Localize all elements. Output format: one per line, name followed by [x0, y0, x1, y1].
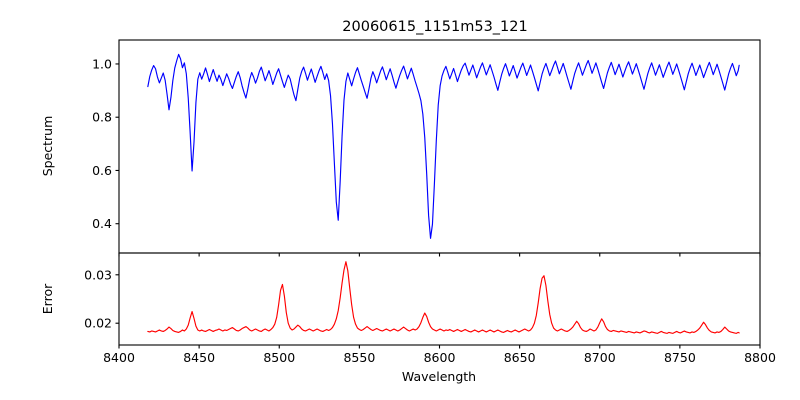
y-tick-label: 0.03	[84, 267, 112, 282]
x-tick-label: 8650	[504, 350, 536, 365]
error-x-ticks: 8400 8450 8500 8550 8600 8650 8700 8750 8800	[103, 345, 776, 365]
x-tick-label: 8750	[664, 350, 696, 365]
y-tick-label: 0.4	[92, 216, 112, 231]
spectrum-y-ticks: 0.4 0.6 0.8 1.0	[92, 56, 119, 231]
x-tick-label: 8550	[343, 350, 375, 365]
spectrum-y-axis-label: Spectrum	[40, 116, 55, 177]
x-tick-label: 8600	[424, 350, 456, 365]
x-tick-label: 8800	[744, 350, 776, 365]
error-panel: 0.02 0.03 8400 8450 8500 8550 8600 8650 8700 875…	[40, 252, 776, 384]
error-y-ticks: 0.02 0.03	[84, 267, 119, 331]
y-tick-label: 0.02	[84, 316, 112, 331]
y-tick-label: 0.6	[92, 163, 112, 178]
x-tick-label: 8450	[183, 350, 215, 365]
error-y-axis-label: Error	[40, 283, 55, 314]
y-tick-label: 0.8	[92, 110, 112, 125]
x-tick-label: 8400	[103, 350, 135, 365]
x-tick-label: 8700	[584, 350, 616, 365]
spectrum-data-line	[147, 53, 740, 239]
x-tick-label: 8500	[263, 350, 295, 365]
error-data-line	[147, 261, 740, 334]
page-title: 20060615_1151m53_121	[342, 19, 527, 35]
wavelength-axis-label: Wavelength	[402, 369, 476, 384]
y-tick-label: 1.0	[92, 56, 112, 71]
